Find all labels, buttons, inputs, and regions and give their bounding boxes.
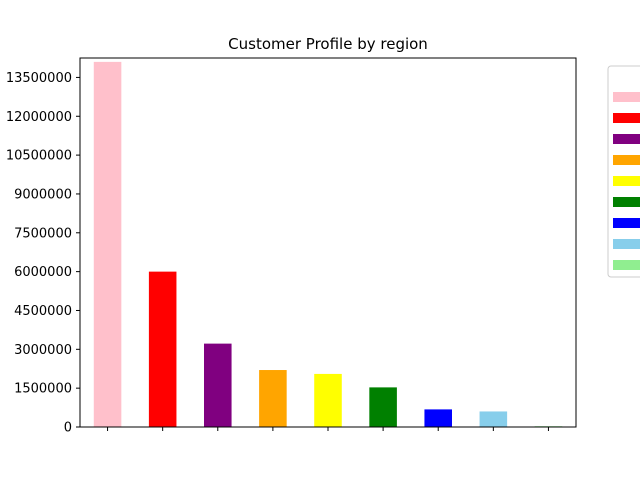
legend-swatch-1 — [613, 92, 640, 102]
bars-group — [93, 61, 563, 427]
y-tick-label: 3000000 — [14, 343, 72, 358]
bar-2 — [148, 271, 177, 427]
legend-swatch-8 — [613, 239, 640, 249]
y-tick-label: 13500000 — [6, 71, 72, 86]
legend-swatch-4 — [613, 155, 640, 165]
bar-4 — [259, 370, 287, 427]
bar-3 — [204, 343, 232, 427]
y-tick-label: 10500000 — [6, 149, 72, 164]
legend-swatch-6 — [613, 197, 640, 207]
bar-5 — [314, 373, 342, 427]
legend-swatch-5 — [613, 176, 640, 186]
y-tick-label: 9000000 — [14, 187, 72, 202]
legend-swatch-3 — [613, 134, 640, 144]
y-tick-label: 4500000 — [14, 304, 72, 319]
y-axis: 0 1500000 3000000 4500000 6000000 7500000 9000… — [6, 71, 80, 436]
y-tick-label: 6000000 — [14, 265, 72, 280]
legend-swatch-9 — [613, 260, 640, 270]
plot-frame — [79, 57, 577, 428]
y-tick-label: 0 — [64, 421, 72, 436]
bar-1 — [93, 61, 122, 427]
bar-8 — [479, 411, 508, 427]
y-tick-label: 7500000 — [14, 226, 72, 241]
legend — [607, 65, 640, 278]
legend-swatch-7 — [613, 218, 640, 228]
bar-7 — [424, 409, 452, 427]
y-tick-label: 1500000 — [14, 382, 72, 397]
legend-swatch-2 — [613, 113, 640, 123]
bar-6 — [369, 387, 397, 427]
chart-title: Customer Profile by region — [228, 35, 428, 53]
x-axis — [107, 427, 549, 431]
y-tick-label: 12000000 — [6, 110, 72, 125]
